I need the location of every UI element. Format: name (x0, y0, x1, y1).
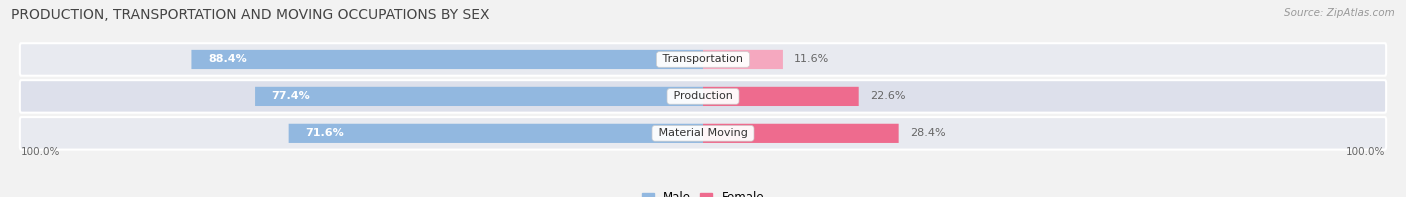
Text: 88.4%: 88.4% (208, 54, 246, 64)
Text: PRODUCTION, TRANSPORTATION AND MOVING OCCUPATIONS BY SEX: PRODUCTION, TRANSPORTATION AND MOVING OC… (11, 8, 489, 22)
Text: Transportation: Transportation (659, 54, 747, 64)
Text: 22.6%: 22.6% (870, 91, 905, 101)
FancyBboxPatch shape (20, 80, 1386, 113)
Text: 28.4%: 28.4% (910, 128, 945, 138)
Text: 11.6%: 11.6% (794, 54, 830, 64)
Text: Material Moving: Material Moving (655, 128, 751, 138)
FancyBboxPatch shape (191, 50, 703, 69)
FancyBboxPatch shape (703, 50, 783, 69)
FancyBboxPatch shape (703, 87, 859, 106)
FancyBboxPatch shape (20, 117, 1386, 150)
FancyBboxPatch shape (703, 124, 898, 143)
Text: Source: ZipAtlas.com: Source: ZipAtlas.com (1284, 8, 1395, 18)
Text: 100.0%: 100.0% (1346, 147, 1385, 157)
FancyBboxPatch shape (20, 43, 1386, 76)
FancyBboxPatch shape (288, 124, 703, 143)
Text: Production: Production (669, 91, 737, 101)
FancyBboxPatch shape (254, 87, 703, 106)
Text: 71.6%: 71.6% (305, 128, 344, 138)
Text: 77.4%: 77.4% (271, 91, 311, 101)
Text: 100.0%: 100.0% (21, 147, 60, 157)
Legend: Male, Female: Male, Female (637, 187, 769, 197)
